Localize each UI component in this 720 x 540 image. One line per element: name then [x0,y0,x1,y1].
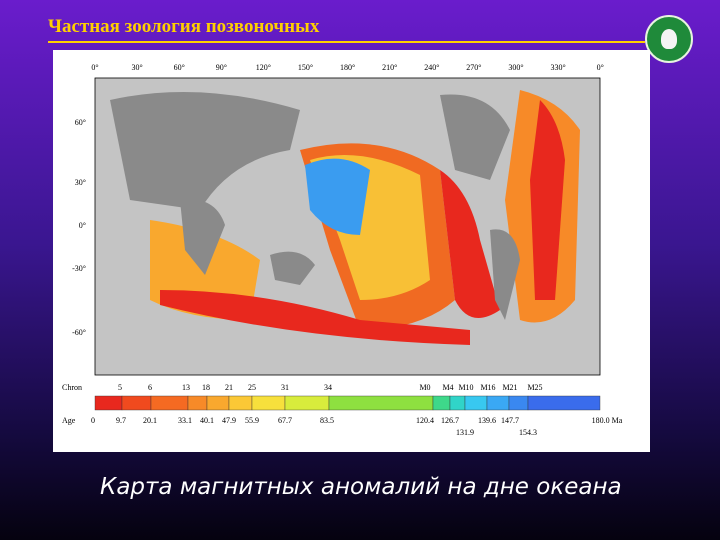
color-segment [206,395,230,411]
age-label: Age [62,416,76,425]
chron-tick-label: 13 [182,383,190,392]
color-segment [150,395,189,411]
longitude-label: 210° [382,63,397,72]
color-segment [449,395,466,411]
slide-caption: Карта магнитных аномалий на дне океана [100,474,622,500]
age-tick-label: 139.6 [478,416,496,425]
chron-tick-label: 5 [118,383,122,392]
longitude-label: 0° [597,63,604,72]
color-segment [328,395,434,411]
age-tick-label: 9.7 [116,416,126,425]
chron-tick-label: 18 [202,383,210,392]
longitude-label: 150° [298,63,313,72]
chron-tick-label: M0 [419,383,430,392]
chron-tick-label: 25 [248,383,256,392]
chron-tick-label: M16 [480,383,495,392]
south-america [490,229,520,320]
color-segment [187,395,208,411]
latitude-label: 30° [75,178,86,187]
map: 0° 30° 60° 90° 120° 150° 180° 210° 240° 270° 300° 3… [62,63,623,437]
chron-tick-label: 31 [281,383,289,392]
southern-ridge [160,290,470,345]
australia [270,251,315,285]
age-tick-label: 67.7 [278,416,292,425]
logo [645,15,693,63]
map-panel: 0° 30° 60° 90° 120° 150° 180° 210° 240° 270° 300° 3… [53,50,650,452]
age-tick-label: 33.1 [178,416,192,425]
longitude-label: 330° [550,63,565,72]
color-segment [486,395,510,411]
chron-tick-label: 34 [324,383,332,392]
slide-title: Частная зоология позвоночных [48,16,320,37]
age-tick-label: 83.5 [320,416,334,425]
longitude-label: 270° [466,63,481,72]
chron-tick-label: M25 [527,383,542,392]
longitude-label: 240° [424,63,439,72]
map-frame [94,77,601,376]
color-segment [121,395,152,411]
color-segment [228,395,253,411]
latitude-label: -60° [72,328,86,337]
age-tick-label: 154.3 [519,428,537,437]
latitude-label: -30° [72,264,86,273]
latitude-label: 0° [79,221,86,230]
longitude-label: 90° [216,63,227,72]
age-tick-label: 47.9 [222,416,236,425]
color-segment [432,395,451,411]
mid-atlantic-ridge [530,100,565,300]
color-segment [284,395,330,411]
age-tick-label: 180.0 Ma [592,416,623,425]
north-america [440,94,510,180]
pacific-old [305,158,370,235]
title-rule [48,41,645,43]
longitude-label: 300° [508,63,523,72]
age-tick-label: 55.9 [245,416,259,425]
color-segment [464,395,488,411]
chron-label: Chron [62,383,82,392]
age-tick-label: 120.4 [416,416,434,425]
age-tick-label: 40.1 [200,416,214,425]
color-segment [251,395,286,411]
age-tick-label: 20.1 [143,416,157,425]
longitude-label: 180° [340,63,355,72]
chron-tick-label: 21 [225,383,233,392]
age-tick-label: 126.7 [441,416,459,425]
longitude-label: 60° [174,63,185,72]
color-segment [94,395,123,411]
east-pacific-rise [440,170,500,318]
longitude-label: 0° [91,63,98,72]
longitude-label: 120° [256,63,271,72]
color-segment [508,395,529,411]
color-segment [527,395,601,411]
age-tick-label: 147.7 [501,416,519,425]
longitude-label: 30° [131,63,142,72]
africa [180,199,225,275]
chron-tick-label: M10 [458,383,473,392]
age-tick-label: 131.9 [456,428,474,437]
chron-tick-label: 6 [148,383,152,392]
age-tick-label: 0 [91,416,95,425]
eurasia [110,92,300,210]
chron-tick-label: M4 [442,383,453,392]
chron-tick-label: M21 [502,383,517,392]
latitude-label: 60° [75,118,86,127]
